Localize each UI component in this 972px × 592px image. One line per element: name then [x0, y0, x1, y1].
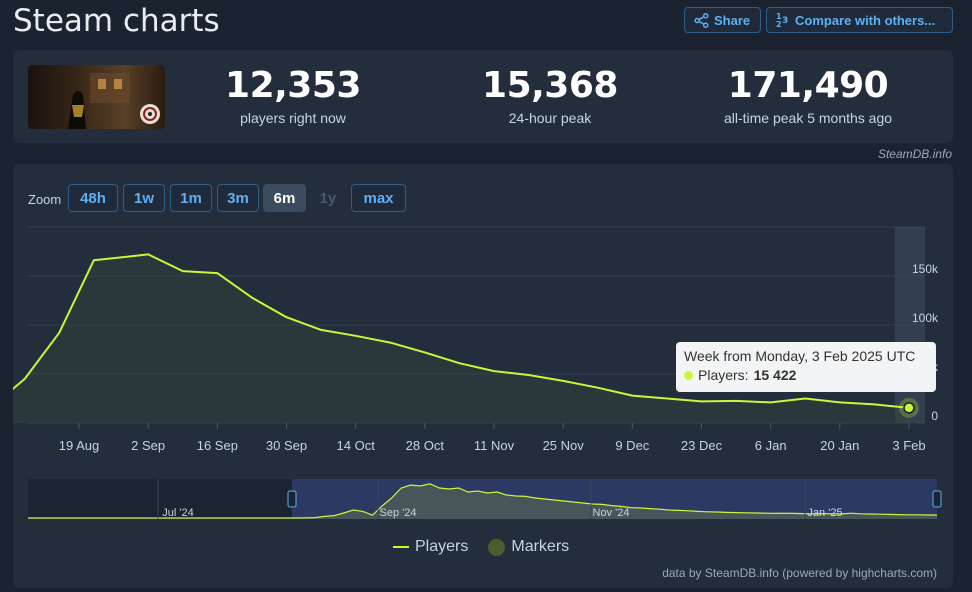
- x-tick-label: 28 Oct: [406, 438, 445, 453]
- svg-text:1: 1: [776, 12, 782, 21]
- x-tick-label: 19 Aug: [59, 438, 100, 453]
- navigator-handle-left: [287, 490, 297, 508]
- credit-link[interactable]: SteamDB.info: [877, 147, 952, 161]
- svg-text:3: 3: [782, 16, 788, 26]
- legend-item-markers[interactable]: Markers: [488, 538, 569, 556]
- game-thumbnail: [28, 65, 165, 129]
- navigator-label: Sep '24: [380, 507, 417, 519]
- share-icon: [694, 12, 709, 28]
- y-tick-label: 100k: [912, 311, 939, 325]
- all-time-peak-label: all-time peak 5 months ago: [723, 110, 893, 126]
- navigator-area: [28, 483, 937, 519]
- zoom-1y-button: 1y: [319, 189, 337, 207]
- zoom-1m-button[interactable]: 1m: [170, 184, 212, 212]
- navigator-label: Jan '25: [807, 507, 842, 519]
- x-tick-label: 11 Nov: [474, 438, 515, 453]
- chart-credit[interactable]: data by SteamDB.info (powered by highcha…: [662, 566, 937, 580]
- stat-all-time-peak: 171,490 all-time peak 5 months ago: [698, 65, 918, 127]
- legend-markers-label: Markers: [511, 538, 570, 555]
- peak-24h-value: 15,368: [482, 65, 618, 106]
- page-title: Steam charts: [13, 3, 220, 39]
- x-tick-label: 6 Jan: [755, 438, 787, 453]
- zoom-max-button[interactable]: max: [351, 184, 406, 212]
- stats-panel: 12,353 players right now 15,368 24-hour …: [13, 50, 953, 143]
- stat-24h-peak: 15,368 24-hour peak: [460, 65, 640, 127]
- tooltip-series-label: Players:: [698, 367, 749, 383]
- stat-players-now: 12,353 players right now: [203, 65, 383, 127]
- navigator-selection: [292, 479, 937, 519]
- x-tick-label: 9 Dec: [615, 438, 649, 453]
- x-tick-label: 16 Sep: [197, 438, 238, 453]
- x-tick-label: 25 Nov: [543, 438, 585, 453]
- zoom-6m-button[interactable]: 6m: [263, 184, 306, 212]
- players-now-label: players right now: [240, 110, 346, 126]
- tooltip-series-dot: [684, 370, 693, 380]
- x-tick-label: 20 Jan: [820, 438, 859, 453]
- zoom-label: Zoom: [28, 192, 62, 207]
- share-label: Share: [714, 12, 751, 28]
- navigator-handle-right: [932, 490, 942, 508]
- navigator-label: Nov '24: [593, 507, 630, 519]
- navigator-label: Jul '24: [162, 507, 193, 519]
- x-tick-label: 23 Dec: [681, 438, 723, 453]
- x-tick-label: 14 Oct: [337, 438, 376, 453]
- chart-tooltip: Week from Monday, 3 Feb 2025 UTC Players…: [676, 342, 936, 392]
- tooltip-value: 15 422: [753, 367, 797, 383]
- x-tick-label: 30 Sep: [266, 438, 307, 453]
- legend-item-players[interactable]: Players: [393, 538, 468, 556]
- chart-legend: Players Markers: [393, 538, 569, 556]
- players-now-value: 12,353: [225, 65, 361, 106]
- peak-24h-label: 24-hour peak: [508, 110, 592, 126]
- svg-text:2: 2: [776, 20, 782, 28]
- compare-label: Compare with others...: [795, 12, 936, 28]
- all-time-peak-value: 171,490: [727, 65, 889, 106]
- legend-players-label: Players: [415, 538, 469, 555]
- zoom-48h-button[interactable]: 48h: [68, 184, 118, 212]
- legend-line-icon: [393, 546, 409, 548]
- hover-band: [895, 227, 925, 423]
- chart-panel: Zoom 48h 1w 1m 3m 6m 1y max 050k100k150k…: [13, 164, 953, 588]
- x-tick-label: 3 Feb: [892, 438, 925, 453]
- legend-marker-icon: [488, 538, 506, 556]
- share-button[interactable]: Share: [684, 7, 761, 33]
- sort-numeric-icon: 1 2 3: [776, 12, 788, 28]
- y-tick-label: 150k: [912, 262, 939, 276]
- players-line: [13, 253, 910, 409]
- compare-button[interactable]: 1 2 3 Compare with others...: [766, 7, 953, 33]
- tooltip-title: Week from Monday, 3 Feb 2025 UTC: [684, 348, 916, 364]
- players-area: [13, 254, 909, 423]
- y-tick-label: 0: [931, 409, 938, 423]
- hover-point: [903, 402, 915, 414]
- zoom-1w-button[interactable]: 1w: [123, 184, 165, 212]
- navigator-line: [28, 483, 937, 519]
- x-tick-label: 2 Sep: [131, 438, 165, 453]
- zoom-3m-button[interactable]: 3m: [217, 184, 259, 212]
